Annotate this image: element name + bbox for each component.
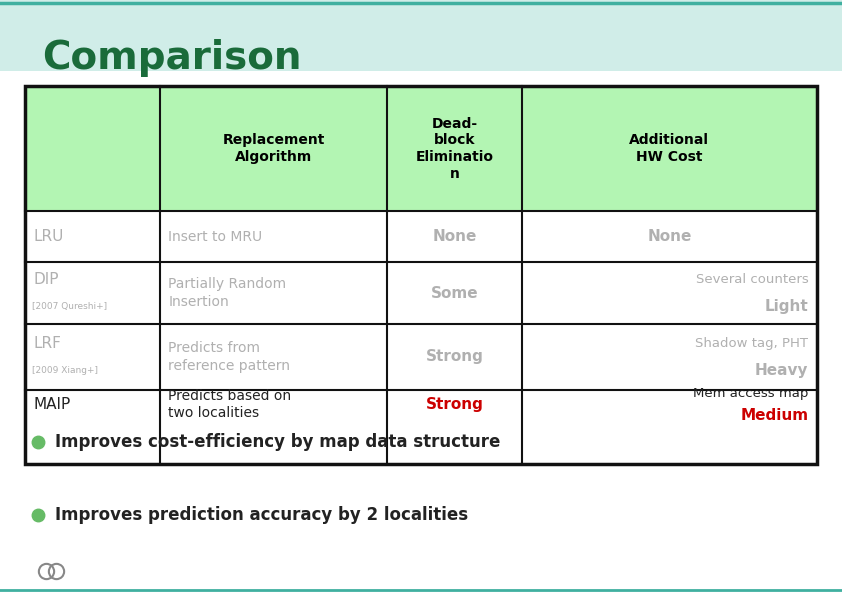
Text: LRU: LRU [34,229,64,244]
Text: Comparison: Comparison [42,39,301,77]
Text: Predicts from
reference pattern: Predicts from reference pattern [168,342,290,372]
Bar [25,390,817,464]
Bar [0,0,842,71]
Text: [2007 Qureshi+]: [2007 Qureshi+] [32,302,107,311]
Text: DIP: DIP [34,273,59,287]
Bar [25,262,817,324]
Text: Additional
HW Cost: Additional HW Cost [629,133,710,164]
Text: Strong: Strong [426,349,483,365]
Text: Several counters: Several counters [695,274,808,286]
Bar [25,211,817,262]
Bar [25,86,817,464]
Text: Partially Random
Insertion: Partially Random Insertion [168,277,286,309]
Text: Some: Some [431,286,478,300]
Text: Insert to MRU: Insert to MRU [168,230,263,243]
Text: None: None [433,229,477,244]
Text: Strong: Strong [426,397,483,412]
Text: Improves prediction accuracy by 2 localities: Improves prediction accuracy by 2 locali… [55,506,468,524]
Text: Replacement
Algorithm: Replacement Algorithm [222,133,325,164]
Bar [25,86,817,211]
Text: None: None [647,229,691,244]
Text: Mem access map: Mem access map [693,387,808,400]
Text: Light: Light [765,299,808,314]
Text: Improves cost-efficiency by map data structure: Improves cost-efficiency by map data str… [55,433,500,451]
Text: LRF: LRF [34,336,61,352]
Text: Shadow tag, PHT: Shadow tag, PHT [695,337,808,350]
Text: [2009 Xiang+]: [2009 Xiang+] [32,365,98,375]
Text: Heavy: Heavy [754,362,808,378]
Text: Dead-
block
Eliminatio
n: Dead- block Eliminatio n [416,117,493,181]
Text: MAIP: MAIP [34,397,71,412]
Text: Medium: Medium [740,408,808,423]
Bar [25,324,817,390]
Text: Predicts based on
two localities: Predicts based on two localities [168,389,291,420]
